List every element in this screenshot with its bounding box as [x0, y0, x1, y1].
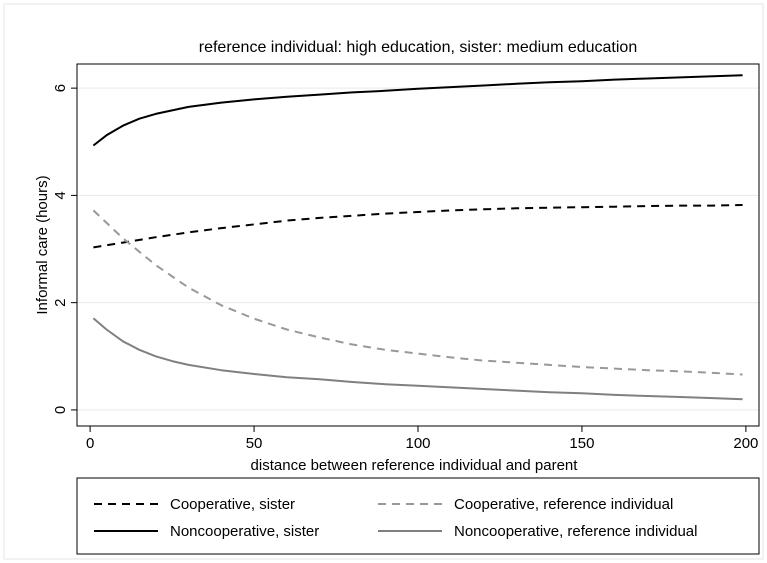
axes: 0 2 4 6 0 50 100 150 200 [52, 84, 758, 452]
y-tick-label: 0 [52, 406, 69, 414]
series-line-4 [92, 317, 743, 401]
x-axis-title: distance between reference individual an… [251, 457, 579, 474]
legend-label-3: Noncooperative, sister [170, 523, 319, 540]
x-tick-label: 50 [246, 435, 263, 452]
x-tick-label: 200 [733, 435, 758, 452]
series-line-1 [93, 204, 743, 249]
legend-label-1: Cooperative, sister [170, 496, 295, 513]
legend-box [76, 477, 760, 555]
y-tick-label: 4 [52, 191, 69, 199]
x-tick-label: 150 [569, 435, 594, 452]
chart-title: reference individual: high education, si… [199, 39, 637, 56]
legend: Cooperative, sister Cooperative, referenc… [94, 496, 697, 540]
chart-outer-border [3, 3, 764, 560]
y-axis-title: Informal care (hours) [34, 175, 51, 314]
x-tick-label: 0 [86, 435, 94, 452]
legend-label-2: Cooperative, reference individual [454, 496, 673, 513]
y-tick-label: 2 [52, 298, 69, 306]
series-line-3 [92, 74, 743, 147]
series-lines [92, 74, 743, 401]
x-tick-label: 100 [405, 435, 430, 452]
legend-label-4: Noncooperative, reference individual [454, 523, 697, 540]
y-tick-label: 6 [52, 84, 69, 92]
